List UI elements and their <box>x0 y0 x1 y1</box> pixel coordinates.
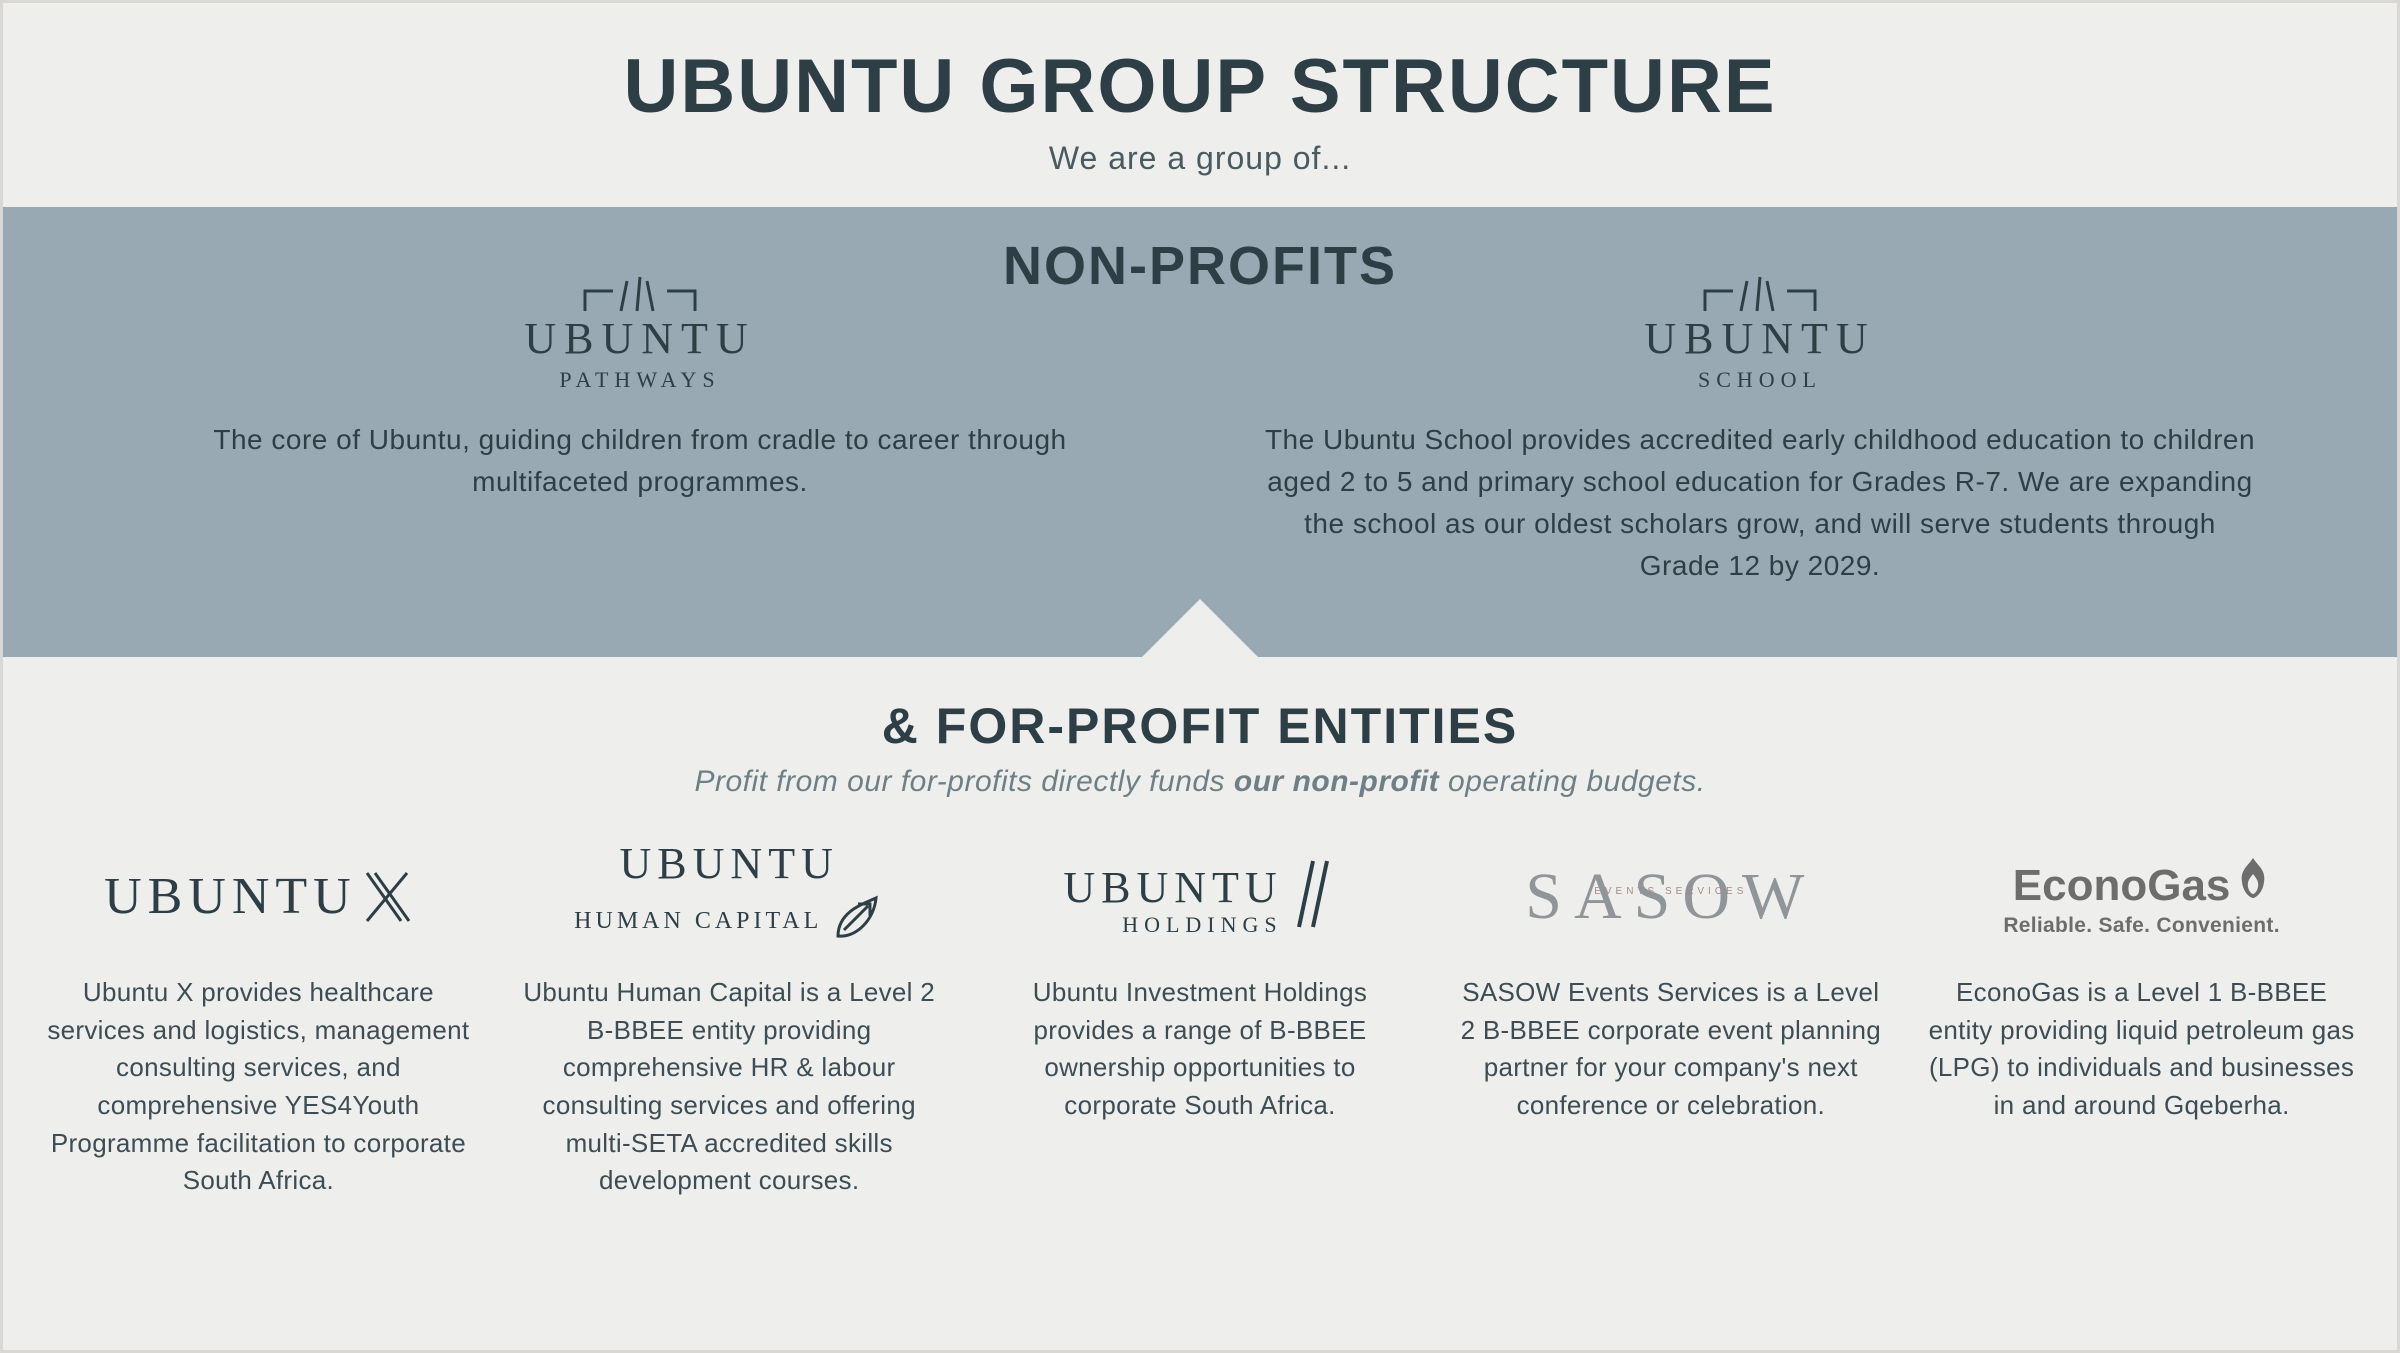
forprofit-desc: Ubuntu Investment Holdings provides a ra… <box>985 974 1416 1125</box>
logo-sub-text: SCHOOL <box>1644 367 1875 393</box>
ubuntu-arch-icon <box>1644 267 1875 313</box>
econogas-logo: EconoGas Reliable. Safe. Convenient. <box>1926 839 2357 954</box>
forprofit-desc: Ubuntu X provides healthcare services an… <box>43 974 474 1200</box>
sasow-logo: SASOW EVENTS SERVICES <box>1455 839 1886 954</box>
page-subtitle: We are a group of... <box>3 140 2397 177</box>
logo-main-text: SASOW <box>1525 864 1816 930</box>
forprofit-item-econogas: EconoGas Reliable. Safe. Convenient. Eco… <box>1916 839 2367 1200</box>
logo-sub-text: PATHWAYS <box>524 367 755 393</box>
forprofit-item-holdings: UBUNTU HOLDINGS U <box>975 839 1426 1200</box>
nonprofit-item-school: UBUNTU SCHOOL The Ubuntu School provides… <box>1260 267 2260 587</box>
leaf-arrow-icon <box>828 890 884 951</box>
slash-mark-icon <box>1291 857 1337 936</box>
ubuntu-arch-icon <box>524 267 755 313</box>
logo-sub-text: HOLDINGS <box>1122 914 1282 936</box>
ubuntux-logo: UBUNTU <box>43 839 474 954</box>
nonprofit-desc: The core of Ubuntu, guiding children fro… <box>140 419 1140 503</box>
logo-main-text: EconoGas <box>2013 862 2231 910</box>
logo-main-text: UBUNTU <box>524 317 755 361</box>
nonprofit-desc: The Ubuntu School provides accredited ea… <box>1260 419 2260 587</box>
forprofits-row: UBUNTU Ubuntu X provides <box>33 839 2367 1200</box>
logo-sub-text: EVENTS SERVICES <box>1590 886 1751 897</box>
human-capital-logo: UBUNTU HUMAN CAPITAL <box>514 839 945 954</box>
page-title: UBUNTU GROUP STRUCTURE <box>3 43 2397 130</box>
logo-main-text: UBUNTU <box>1644 317 1875 361</box>
logo-sub-text: Reliable. Safe. Convenient. <box>2003 914 2280 937</box>
forprofit-item-ubuntux: UBUNTU Ubuntu X provides <box>33 839 484 1200</box>
infographic-frame: UBUNTU GROUP STRUCTURE We are a group of… <box>0 0 2400 1353</box>
band-notch-icon <box>1140 599 1260 659</box>
forprofits-tagline: Profit from our for-profits directly fun… <box>33 765 2367 799</box>
forprofit-desc: SASOW Events Services is a Level 2 B-BBE… <box>1455 974 1886 1125</box>
tagline-post: operating budgets. <box>1439 765 1705 798</box>
header: UBUNTU GROUP STRUCTURE We are a group of… <box>3 3 2397 207</box>
holdings-logo: UBUNTU HOLDINGS <box>985 839 1416 954</box>
nonprofits-row: UBUNTU PATHWAYS The core of Ubuntu, guid… <box>63 267 2337 587</box>
logo-main-text: UBUNTU <box>620 842 839 886</box>
forprofit-item-humancapital: UBUNTU HUMAN CAPITAL <box>504 839 955 1200</box>
tagline-bold: our non-profit <box>1234 765 1439 798</box>
nonprofit-item-pathways: UBUNTU PATHWAYS The core of Ubuntu, guid… <box>140 267 1140 587</box>
ubuntu-pathways-logo: UBUNTU PATHWAYS <box>524 267 755 393</box>
logo-main-text: UBUNTU <box>1063 866 1282 910</box>
ubuntu-school-logo: UBUNTU SCHOOL <box>1644 267 1875 393</box>
tagline-pre: Profit from our for-profits directly fun… <box>694 765 1233 798</box>
logo-main-text: UBUNTU <box>104 867 357 926</box>
forprofit-item-sasow: SASOW EVENTS SERVICES SASOW Events Servi… <box>1445 839 1896 1200</box>
forprofit-desc: EconoGas is a Level 1 B-BBEE entity prov… <box>1926 974 2357 1125</box>
forprofits-section: & FOR-PROFIT ENTITIES Profit from our fo… <box>3 657 2397 1240</box>
forprofit-desc: Ubuntu Human Capital is a Level 2 B-BBEE… <box>514 974 945 1200</box>
forprofits-heading: & FOR-PROFIT ENTITIES <box>33 697 2367 755</box>
x-mark-icon <box>361 867 413 927</box>
flame-icon <box>2236 856 2270 905</box>
nonprofits-band: NON-PROFITS <box>3 207 2397 657</box>
logo-sub-text: HUMAN CAPITAL <box>574 909 822 933</box>
